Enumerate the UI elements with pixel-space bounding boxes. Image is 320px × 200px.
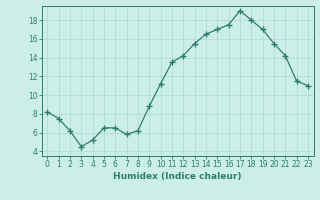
X-axis label: Humidex (Indice chaleur): Humidex (Indice chaleur) — [113, 172, 242, 181]
